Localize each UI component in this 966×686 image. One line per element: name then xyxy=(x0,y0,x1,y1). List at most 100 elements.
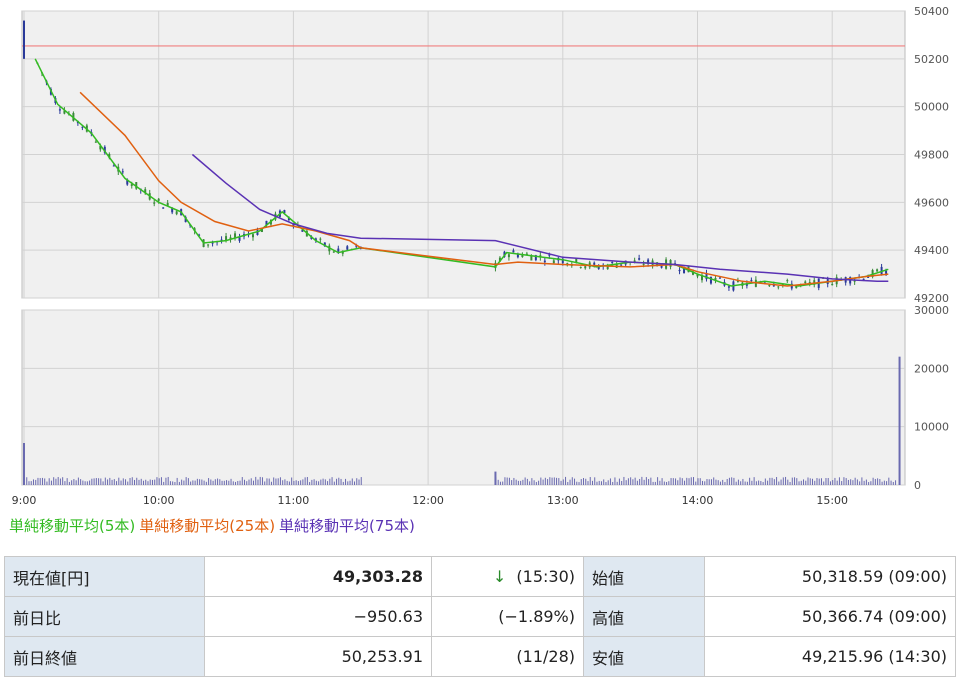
volume-bar xyxy=(187,478,189,485)
candle-body xyxy=(112,165,115,167)
candle-body xyxy=(332,251,335,253)
candle-body xyxy=(234,233,237,238)
volume-bar xyxy=(160,477,162,485)
candle-body xyxy=(81,126,84,128)
candle-body xyxy=(831,284,834,286)
volume-bar xyxy=(80,479,82,485)
volume-bar xyxy=(138,479,140,485)
volume-bar xyxy=(652,481,654,485)
candle-body xyxy=(283,210,286,214)
volume-bar xyxy=(210,479,212,485)
volume-bar xyxy=(205,481,207,485)
volume-bar xyxy=(625,480,627,485)
candle-body xyxy=(346,246,349,250)
candle-body xyxy=(727,286,730,288)
volume-tick-label: 30000 xyxy=(914,304,949,317)
volume-bar xyxy=(291,477,293,485)
time-tick-label: 11:00 xyxy=(278,494,310,507)
volume-bar xyxy=(59,478,61,485)
price-tick-label: 49400 xyxy=(914,244,949,257)
candle-body xyxy=(94,141,97,143)
volume-tick-label: 20000 xyxy=(914,362,949,375)
candle-body xyxy=(579,266,582,268)
volume-bar xyxy=(879,478,881,485)
volume-bar xyxy=(356,478,358,485)
volume-bar xyxy=(212,480,214,485)
candle-body xyxy=(700,275,703,281)
volume-bar xyxy=(318,481,320,485)
volume-bar xyxy=(562,479,564,485)
candle-body xyxy=(260,228,263,232)
volume-bar xyxy=(886,481,888,485)
volume-bar xyxy=(185,477,187,485)
price-tick-label: 49600 xyxy=(914,196,949,209)
candle-body xyxy=(561,258,564,264)
volume-bar xyxy=(612,481,614,485)
volume-panel xyxy=(21,309,906,486)
volume-bar xyxy=(811,478,813,485)
volume-bar xyxy=(116,481,118,485)
volume-bar xyxy=(679,477,681,485)
volume-bar xyxy=(360,477,362,485)
volume-bar xyxy=(324,479,326,485)
volume-bar xyxy=(142,480,144,485)
volume-bar xyxy=(279,477,281,485)
volume-bar xyxy=(302,479,304,485)
volume-bar xyxy=(259,476,261,485)
chart-legend: 単純移動平均(5本) 単純移動平均(25本) 単純移動平均(75本) xyxy=(9,515,419,536)
moving-average-line-ma25 xyxy=(79,91,889,287)
volume-bar xyxy=(178,481,180,485)
volume-bar xyxy=(791,477,793,485)
candle-body xyxy=(229,237,232,240)
volume-bar xyxy=(695,481,697,485)
volume-bar xyxy=(533,480,535,485)
candle-body xyxy=(750,279,753,281)
current-price-time: ↓ (15:30) xyxy=(431,556,584,597)
candle-body xyxy=(319,238,322,240)
volume-bar xyxy=(731,477,733,485)
candle-body xyxy=(516,254,519,258)
volume-bar xyxy=(221,480,223,485)
volume-bar xyxy=(73,479,75,485)
candle-body xyxy=(58,109,61,111)
volume-bar xyxy=(511,480,513,485)
candle-body xyxy=(171,208,174,213)
prev-close-value: 50,253.91 xyxy=(204,636,432,677)
candle-body xyxy=(301,230,304,232)
volume-bar xyxy=(814,480,816,485)
volume-bar xyxy=(843,477,845,485)
volume-bar xyxy=(508,477,510,485)
volume-bar xyxy=(639,478,641,485)
candle-body xyxy=(705,272,708,280)
volume-bar xyxy=(567,482,569,485)
candle-body xyxy=(611,261,614,263)
volume-bar xyxy=(32,479,34,485)
volume-bar xyxy=(841,481,843,485)
candle-body xyxy=(808,282,811,284)
price-volume-chart: 50400 50200 50000 49800 49600 49400 4920030000… xyxy=(12,5,949,507)
candle-body xyxy=(238,237,241,241)
volume-bar xyxy=(755,481,757,485)
volume-bar xyxy=(517,480,519,485)
volume-bar xyxy=(502,481,504,485)
volume-bar xyxy=(529,481,531,485)
volume-bar xyxy=(549,477,551,485)
volume-bar xyxy=(192,480,194,485)
volume-bar xyxy=(102,481,104,485)
volume-bar xyxy=(504,477,506,485)
volume-bar xyxy=(62,477,64,485)
volume-bar xyxy=(688,478,690,485)
volume-bar xyxy=(580,479,582,485)
volume-bar xyxy=(246,481,248,485)
candle-body xyxy=(256,230,259,235)
volume-bar xyxy=(798,481,800,485)
volume-bar xyxy=(569,479,571,485)
time-tick-label: 13:00 xyxy=(547,494,579,507)
volume-bar xyxy=(39,478,41,485)
volume-bar xyxy=(223,480,225,485)
volume-bar xyxy=(214,479,216,485)
volume-bar xyxy=(881,481,883,485)
volume-bar xyxy=(836,480,838,485)
volume-bar xyxy=(553,477,555,485)
volume-bar xyxy=(724,482,726,485)
